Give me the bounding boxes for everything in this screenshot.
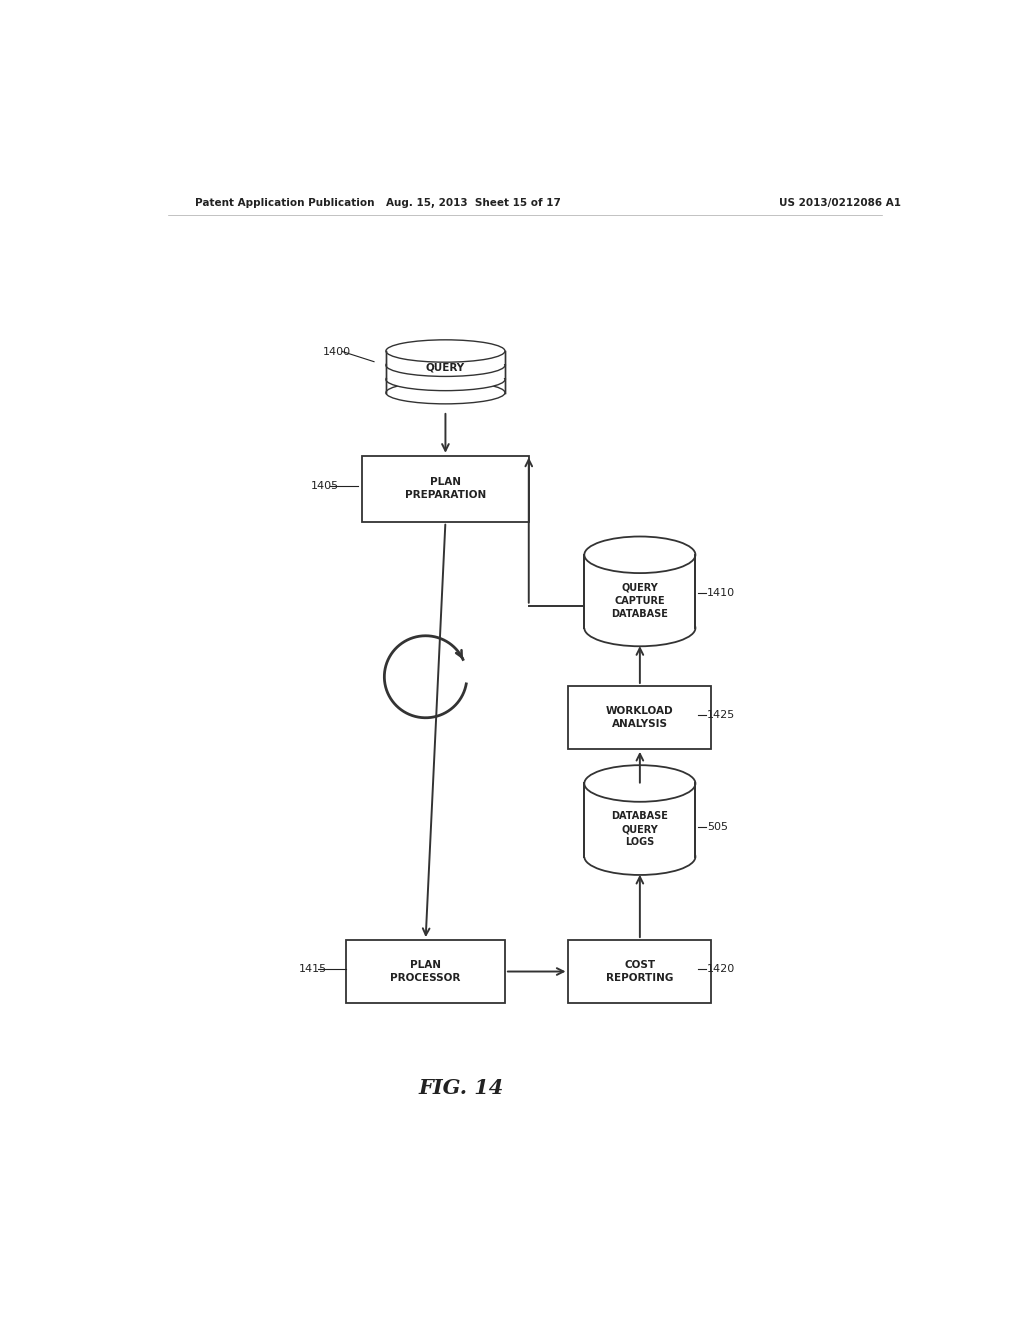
- Text: COST
REPORTING: COST REPORTING: [606, 960, 674, 983]
- Text: DATABASE
QUERY
LOGS: DATABASE QUERY LOGS: [611, 810, 669, 847]
- Bar: [386, 379, 505, 392]
- Ellipse shape: [386, 339, 505, 362]
- Bar: [585, 554, 695, 628]
- Text: WORKLOAD
ANALYSIS: WORKLOAD ANALYSIS: [606, 706, 674, 729]
- Bar: [346, 940, 505, 1003]
- Bar: [362, 455, 528, 521]
- Ellipse shape: [585, 610, 695, 647]
- Ellipse shape: [585, 536, 695, 573]
- Bar: [386, 351, 505, 364]
- Text: 1420: 1420: [708, 965, 735, 974]
- Text: 1415: 1415: [299, 965, 327, 974]
- Bar: [585, 784, 695, 857]
- Text: 1410: 1410: [708, 589, 735, 598]
- Text: 505: 505: [708, 822, 728, 832]
- Bar: [568, 686, 712, 748]
- Text: Patent Application Publication: Patent Application Publication: [196, 198, 375, 209]
- Ellipse shape: [386, 368, 505, 391]
- Text: PLAN
PREPARATION: PLAN PREPARATION: [404, 477, 486, 500]
- Text: 1400: 1400: [323, 347, 350, 356]
- Text: Aug. 15, 2013  Sheet 15 of 17: Aug. 15, 2013 Sheet 15 of 17: [386, 198, 561, 209]
- Ellipse shape: [386, 381, 505, 404]
- Ellipse shape: [386, 354, 505, 376]
- Text: 1425: 1425: [708, 710, 735, 721]
- Text: QUERY
CAPTURE
DATABASE: QUERY CAPTURE DATABASE: [611, 582, 669, 619]
- Bar: [568, 940, 712, 1003]
- Text: PLAN
PROCESSOR: PLAN PROCESSOR: [390, 960, 461, 983]
- Text: 1405: 1405: [310, 480, 339, 491]
- Text: FIG. 14: FIG. 14: [419, 1078, 504, 1098]
- Bar: [386, 366, 505, 379]
- Ellipse shape: [585, 838, 695, 875]
- Text: US 2013/0212086 A1: US 2013/0212086 A1: [778, 198, 901, 209]
- Ellipse shape: [585, 766, 695, 801]
- Text: QUERY: QUERY: [426, 363, 465, 372]
